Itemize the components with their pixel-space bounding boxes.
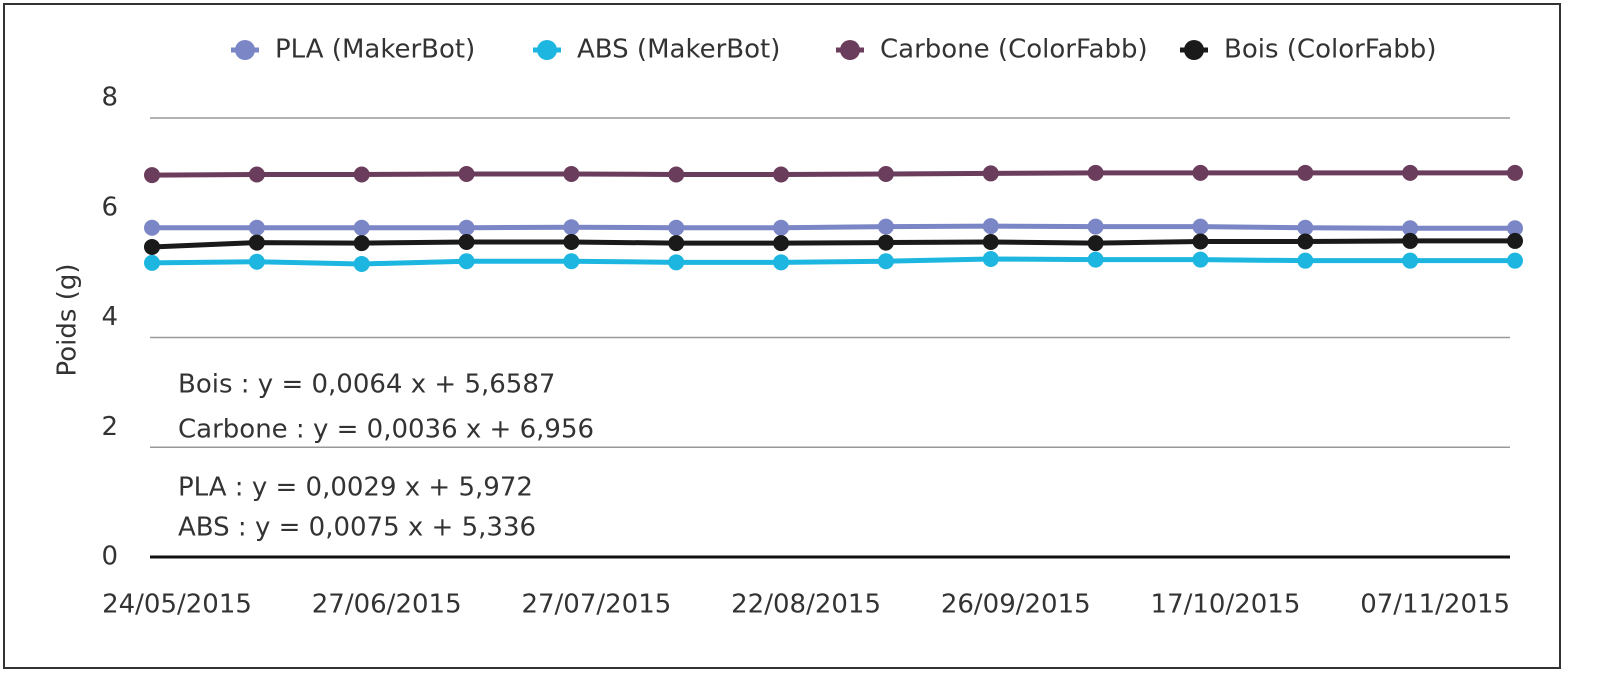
point (1087, 235, 1104, 252)
point (1402, 164, 1419, 181)
point (1507, 252, 1523, 269)
point (773, 235, 790, 252)
point (248, 219, 265, 236)
point (353, 235, 370, 252)
point (668, 219, 685, 236)
point (144, 167, 160, 184)
annotation: PLA : y = 0,0029 x + 5,972 (178, 473, 533, 503)
point (353, 219, 370, 236)
point (982, 251, 999, 268)
frame (3, 3, 1561, 669)
x-tick-label: 17/10/2015 (1151, 590, 1301, 620)
point (563, 165, 580, 182)
y-tick-label: 4 (101, 302, 118, 332)
point (773, 254, 790, 271)
point (982, 218, 999, 235)
point (1297, 233, 1314, 250)
legend-swatch (537, 40, 557, 60)
point (1402, 252, 1419, 269)
y-tick-label: 6 (101, 192, 118, 222)
point (1402, 232, 1419, 249)
y-axis-label: Poids (g) (53, 264, 83, 377)
y-tick-label: 8 (101, 83, 118, 113)
annotation: ABS : y = 0,0075 x + 5,336 (178, 513, 536, 543)
point (877, 253, 894, 270)
point (668, 166, 685, 183)
x-tick-label: 07/11/2015 (1360, 590, 1510, 620)
point (877, 234, 894, 251)
point (458, 165, 475, 182)
point (1192, 233, 1209, 250)
point (1297, 164, 1314, 181)
legend-swatch (235, 40, 255, 60)
point (144, 254, 160, 271)
x-tick-label: 27/07/2015 (521, 590, 671, 620)
point (1087, 218, 1104, 235)
point (458, 253, 475, 270)
legend-label: ABS (MakerBot) (577, 35, 780, 65)
annotation: Bois : y = 0,0064 x + 5,6587 (178, 370, 555, 400)
point (248, 166, 265, 183)
point (982, 234, 999, 251)
point (877, 165, 894, 182)
point (563, 253, 580, 270)
y-tick-label: 0 (101, 542, 118, 572)
point (1192, 164, 1209, 181)
point (144, 238, 160, 255)
series-line (152, 223, 1515, 231)
point (1507, 220, 1523, 237)
point (248, 253, 265, 270)
point (982, 165, 999, 182)
point (1192, 251, 1209, 268)
annotation: Carbone : y = 0,0036 x + 6,956 (178, 415, 594, 445)
point (1087, 251, 1104, 268)
legend-label: Carbone (ColorFabb) (880, 35, 1148, 65)
legend-swatch (1184, 40, 1204, 60)
point (353, 166, 370, 183)
point (877, 218, 894, 235)
point (1192, 218, 1209, 235)
point (458, 234, 475, 251)
legend-label: Bois (ColorFabb) (1224, 35, 1436, 65)
x-tick-label: 27/06/2015 (312, 590, 462, 620)
point (1297, 252, 1314, 269)
point (773, 219, 790, 236)
x-tick-label: 24/05/2015 (102, 590, 252, 620)
series-line (151, 170, 1515, 178)
series-line (151, 256, 1515, 267)
legend-label: PLA (MakerBot) (275, 35, 475, 65)
point (353, 255, 370, 272)
point (1297, 219, 1314, 236)
point (773, 166, 790, 183)
point (248, 234, 265, 251)
point (144, 219, 160, 236)
x-tick-label: 26/09/2015 (941, 590, 1091, 620)
point (458, 219, 475, 236)
y-tick-label: 2 (101, 412, 118, 442)
point (1402, 220, 1419, 237)
point (668, 254, 685, 271)
x-tick-label: 22/08/2015 (731, 590, 881, 620)
point (1507, 164, 1523, 181)
series-line (151, 238, 1515, 250)
point (1507, 232, 1523, 249)
point (563, 234, 580, 251)
point (1087, 164, 1104, 181)
point (563, 219, 580, 236)
point (668, 235, 685, 252)
legend-swatch (840, 40, 860, 60)
